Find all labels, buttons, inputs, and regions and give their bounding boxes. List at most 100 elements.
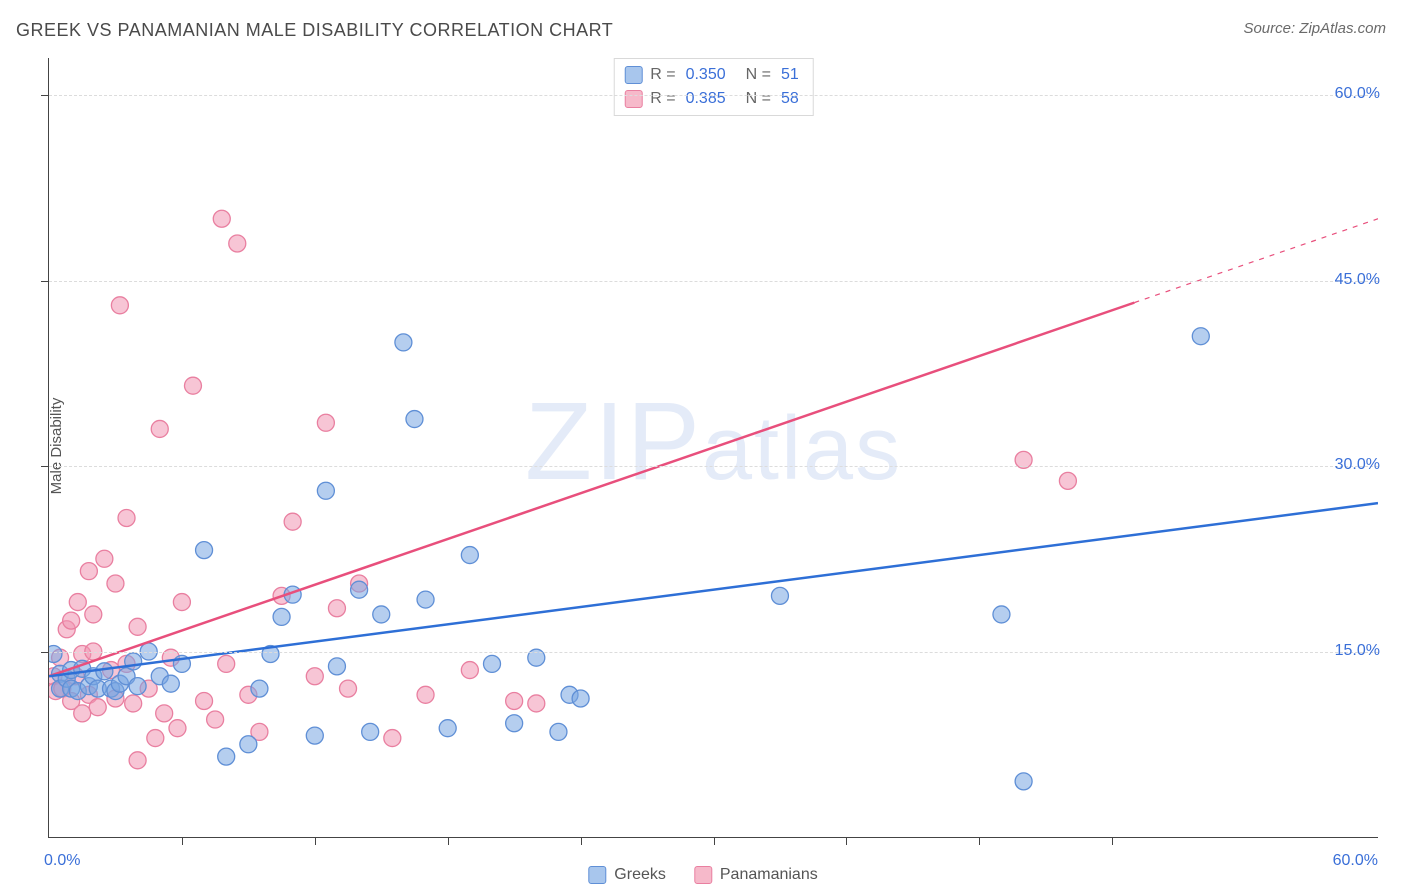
greek-point [373,606,390,623]
panamanian-trendline [49,303,1134,677]
legend-swatch [624,66,642,84]
panamanian-point [63,612,80,629]
x-tick [315,837,316,845]
legend-row: R =0.350N =51 [624,63,803,87]
panamanian-point [156,705,173,722]
panamanian-point [328,600,345,617]
panamanian-point [284,513,301,530]
greek-point [771,587,788,604]
x-tick [182,837,183,845]
gridline [49,652,1378,653]
y-tick-label: 60.0% [1335,85,1380,103]
greek-point [351,581,368,598]
y-tick [41,95,49,96]
panamanian-point [340,680,357,697]
greek-point [1192,328,1209,345]
panamanian-point [169,720,186,737]
legend-series-label: Greeks [614,866,666,884]
panamanian-point [80,563,97,580]
greek-point [96,663,113,680]
greek-point [461,547,478,564]
panamanian-point [417,686,434,703]
greek-point [484,655,501,672]
greek-point [506,715,523,732]
panamanian-point [151,420,168,437]
panamanian-point [229,235,246,252]
chart-title: GREEK VS PANAMANIAN MALE DISABILITY CORR… [16,20,613,41]
greek-point [273,608,290,625]
panamanian-point [461,662,478,679]
chart-svg [49,58,1378,837]
greek-point [439,720,456,737]
greek-point [251,680,268,697]
legend-swatch [624,90,642,108]
legend-swatch [588,866,606,884]
x-axis-min-label: 0.0% [44,852,80,870]
legend-row: R = 0.385 N = 58 [624,87,803,111]
panamanian-point [317,414,334,431]
y-tick [41,652,49,653]
greek-point [395,334,412,351]
panamanian-point [207,711,224,728]
greek-trendline [49,503,1378,676]
panamanian-point [196,692,213,709]
panamanian-trendline-dash [1134,219,1378,303]
n-label: N = [746,63,771,87]
greek-point [196,542,213,559]
gridline [49,281,1378,282]
r-label: R = [650,87,675,111]
panamanian-point [89,699,106,716]
panamanian-point [306,668,323,685]
greek-point [406,411,423,428]
x-tick [581,837,582,845]
panamanian-point [85,606,102,623]
panamanian-point [147,730,164,747]
greek-point [550,723,567,740]
panamanian-point [118,509,135,526]
x-tick [846,837,847,845]
panamanian-point [384,730,401,747]
greek-point [162,675,179,692]
plot-area: ZIPatlas R =0.350N =51R =0.385N =58 [48,58,1378,838]
greek-point [306,727,323,744]
legend-series-item: Panamanians [694,866,818,884]
panamanian-point [96,550,113,567]
panamanian-point [74,705,91,722]
panamanian-point [528,695,545,712]
y-tick [41,281,49,282]
x-tick [714,837,715,845]
y-tick [41,466,49,467]
n-label: N = [746,87,771,111]
greek-point [129,678,146,695]
y-tick-label: 15.0% [1335,642,1380,660]
r-label: R = [650,63,675,87]
panamanian-point [218,655,235,672]
greek-point [993,606,1010,623]
greek-point [1015,773,1032,790]
greek-point [417,591,434,608]
greek-point [328,658,345,675]
x-tick [1112,837,1113,845]
x-tick [979,837,980,845]
greek-point [125,653,142,670]
legend-swatch [694,866,712,884]
n-value: 51 [781,63,799,87]
y-tick-label: 45.0% [1335,271,1380,289]
panamanian-point [506,692,523,709]
chart-container: GREEK VS PANAMANIAN MALE DISABILITY CORR… [0,0,1406,892]
panamanian-point [107,575,124,592]
greek-point [317,482,334,499]
panamanian-point [1059,472,1076,489]
panamanian-point [129,618,146,635]
x-tick [448,837,449,845]
x-axis-max-label: 60.0% [1333,852,1378,870]
legend-series-item: Greeks [588,866,666,884]
panamanian-point [111,297,128,314]
legend-series-label: Panamanians [720,866,818,884]
greek-point [362,723,379,740]
n-value: 58 [781,87,799,111]
panamanian-point [69,594,86,611]
greek-point [218,748,235,765]
r-value: 0.385 [686,87,726,111]
source-attribution: Source: ZipAtlas.com [1243,20,1386,37]
